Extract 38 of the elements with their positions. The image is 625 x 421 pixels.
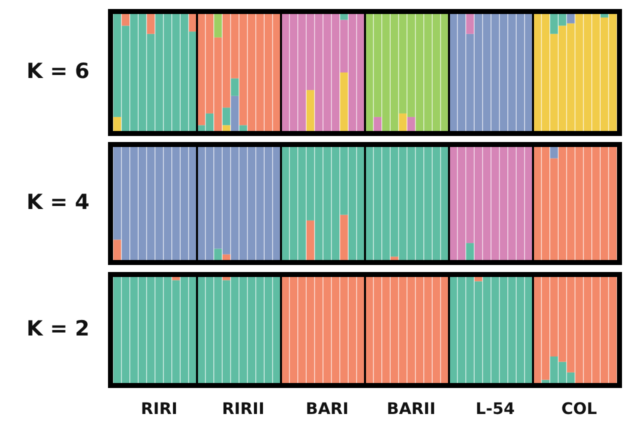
bar [390,256,398,260]
bar [214,248,222,260]
bar [172,277,180,280]
x-tick-label: BARII [386,399,436,418]
bar [222,125,230,131]
x-tick-label: RIRI [140,399,178,418]
bar [113,240,122,260]
y-axis-title: K = 4 [26,190,90,214]
bar [306,220,314,260]
bar [306,90,314,131]
bar [566,14,575,24]
x-tick-label: COL [561,399,597,418]
bar [374,116,382,131]
bar [550,147,558,158]
bar [340,214,348,260]
bar [340,72,348,131]
y-axis-title: K = 2 [26,316,90,341]
bar [340,14,348,20]
bar [222,277,230,280]
bar [222,108,230,126]
bar [230,96,239,131]
x-tick-label: RIRII [222,399,264,418]
bar [122,14,130,26]
x-tick-label: L-54 [476,399,515,418]
bar [146,14,155,34]
x-tick-label: BARI [306,399,349,418]
bar [407,116,416,131]
bar [466,14,474,34]
bar [398,113,407,131]
bar [230,78,239,96]
bar [466,243,474,260]
y-axis-title: K = 6 [26,59,90,84]
bar [474,277,482,282]
bar [214,14,222,38]
bar [600,14,608,18]
bar [113,116,122,131]
bar [222,254,230,260]
bar [239,125,248,131]
